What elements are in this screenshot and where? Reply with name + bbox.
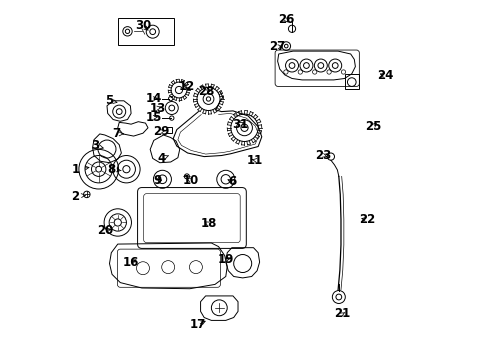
Text: 13: 13	[149, 102, 165, 114]
Text: 9: 9	[153, 174, 161, 187]
Text: 2: 2	[71, 190, 85, 203]
Text: 18: 18	[200, 217, 216, 230]
Text: 22: 22	[358, 213, 374, 226]
Text: 14: 14	[145, 92, 162, 105]
Text: 12: 12	[179, 80, 195, 93]
Text: 21: 21	[334, 307, 350, 320]
Text: 10: 10	[182, 174, 198, 186]
Text: 15: 15	[145, 111, 162, 124]
Text: 26: 26	[277, 13, 293, 26]
Text: 19: 19	[217, 253, 233, 266]
Text: 5: 5	[105, 94, 117, 107]
Text: 20: 20	[97, 224, 113, 237]
Bar	[167, 127, 171, 133]
Text: 4: 4	[157, 152, 168, 165]
Text: 25: 25	[365, 120, 381, 132]
Text: 16: 16	[122, 256, 139, 269]
Text: 6: 6	[227, 175, 236, 188]
Text: 31: 31	[232, 118, 248, 131]
Bar	[344, 74, 358, 89]
Text: 11: 11	[246, 154, 263, 167]
Text: 29: 29	[152, 125, 169, 138]
Text: 7: 7	[112, 127, 123, 140]
Text: 23: 23	[315, 149, 331, 162]
Text: 8: 8	[107, 163, 121, 176]
Text: 3: 3	[91, 139, 103, 152]
Text: 24: 24	[376, 69, 392, 82]
Text: 17: 17	[189, 318, 205, 331]
Text: 1: 1	[71, 163, 89, 176]
Text: 27: 27	[268, 40, 285, 53]
Bar	[118, 18, 173, 45]
Text: 30: 30	[135, 19, 151, 32]
Text: 28: 28	[197, 85, 214, 98]
